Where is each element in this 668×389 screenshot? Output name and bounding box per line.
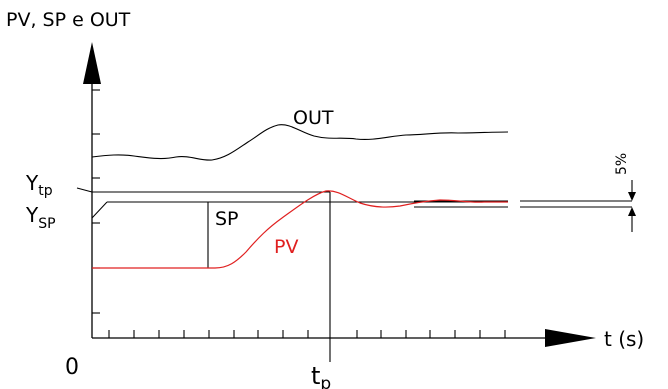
ysp-label: YSP [25, 203, 56, 232]
tp-label: tp [311, 362, 331, 389]
origin-label: 0 [65, 355, 79, 380]
pv-label: PV [274, 236, 298, 258]
ytp-label: Ytp [25, 171, 53, 199]
tolerance-dimension [628, 180, 636, 232]
diagram-title: PV, SP e OUT [6, 9, 131, 31]
out-label: OUT [293, 107, 334, 129]
y-axis-arrow [83, 42, 101, 84]
x-axis-arrow [545, 329, 596, 347]
sp-label: SP [215, 208, 239, 230]
pv-curve [92, 190, 508, 269]
ytp-label-leader [76, 187, 93, 193]
out-curve [91, 124, 509, 161]
y-axis-ticks [92, 89, 100, 314]
x-axis-label: t (s) [604, 327, 644, 351]
x-axis-ticks [108, 330, 506, 338]
ysp-label-leader [91, 201, 108, 219]
tolerance-label: 5% [614, 153, 630, 175]
